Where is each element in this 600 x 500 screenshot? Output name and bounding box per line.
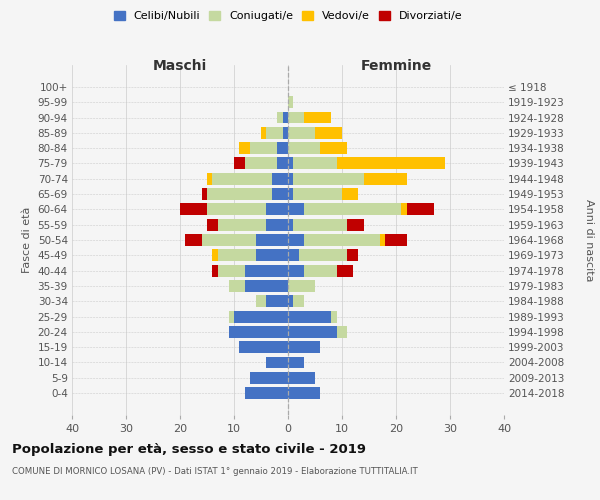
- Bar: [385, 234, 407, 246]
- Bar: [337, 326, 347, 338]
- Text: Maschi: Maschi: [153, 59, 207, 73]
- Bar: [202, 234, 256, 246]
- Bar: [256, 234, 288, 246]
- Bar: [229, 280, 245, 292]
- Bar: [283, 127, 288, 139]
- Bar: [266, 204, 288, 216]
- Bar: [331, 310, 337, 322]
- Bar: [266, 296, 288, 307]
- Bar: [288, 112, 304, 124]
- Bar: [320, 142, 347, 154]
- Bar: [234, 158, 245, 170]
- Bar: [207, 218, 218, 230]
- Bar: [288, 142, 320, 154]
- Bar: [299, 250, 347, 262]
- Bar: [229, 310, 234, 322]
- Bar: [288, 280, 315, 292]
- Bar: [401, 204, 407, 216]
- Bar: [315, 127, 342, 139]
- Bar: [304, 204, 401, 216]
- Bar: [293, 158, 337, 170]
- Bar: [347, 218, 364, 230]
- Bar: [288, 158, 293, 170]
- Bar: [304, 112, 331, 124]
- Bar: [212, 250, 218, 262]
- Bar: [261, 127, 266, 139]
- Text: COMUNE DI MORNICO LOSANA (PV) - Dati ISTAT 1° gennaio 2019 - Elaborazione TUTTIT: COMUNE DI MORNICO LOSANA (PV) - Dati IST…: [12, 468, 418, 476]
- Bar: [364, 173, 407, 184]
- Legend: Celibi/Nubili, Coniugati/e, Vedovi/e, Divorziati/e: Celibi/Nubili, Coniugati/e, Vedovi/e, Di…: [113, 10, 463, 21]
- Bar: [283, 112, 288, 124]
- Bar: [272, 173, 288, 184]
- Bar: [245, 387, 288, 399]
- Bar: [288, 296, 293, 307]
- Bar: [288, 173, 293, 184]
- Bar: [272, 188, 288, 200]
- Bar: [250, 142, 277, 154]
- Bar: [229, 326, 288, 338]
- Text: Femmine: Femmine: [361, 59, 431, 73]
- Bar: [288, 341, 320, 353]
- Bar: [304, 234, 380, 246]
- Bar: [288, 96, 293, 108]
- Bar: [266, 356, 288, 368]
- Bar: [288, 372, 315, 384]
- Bar: [288, 387, 320, 399]
- Bar: [288, 234, 304, 246]
- Bar: [245, 264, 288, 276]
- Bar: [293, 218, 347, 230]
- Bar: [202, 188, 207, 200]
- Bar: [256, 250, 288, 262]
- Bar: [266, 127, 283, 139]
- Bar: [245, 280, 288, 292]
- Bar: [212, 264, 218, 276]
- Bar: [293, 173, 364, 184]
- Bar: [277, 112, 283, 124]
- Bar: [342, 188, 358, 200]
- Bar: [277, 158, 288, 170]
- Bar: [250, 372, 288, 384]
- Bar: [288, 204, 304, 216]
- Bar: [256, 296, 266, 307]
- Bar: [288, 218, 293, 230]
- Bar: [288, 356, 304, 368]
- Bar: [218, 264, 245, 276]
- Text: Popolazione per età, sesso e stato civile - 2019: Popolazione per età, sesso e stato civil…: [12, 442, 366, 456]
- Bar: [288, 264, 304, 276]
- Bar: [207, 173, 212, 184]
- Bar: [347, 250, 358, 262]
- Bar: [288, 250, 299, 262]
- Bar: [218, 218, 266, 230]
- Bar: [304, 264, 337, 276]
- Bar: [234, 310, 288, 322]
- Bar: [288, 127, 315, 139]
- Bar: [207, 188, 272, 200]
- Bar: [239, 142, 250, 154]
- Bar: [239, 341, 288, 353]
- Bar: [293, 296, 304, 307]
- Y-axis label: Anni di nascita: Anni di nascita: [584, 198, 595, 281]
- Bar: [212, 173, 272, 184]
- Bar: [288, 326, 337, 338]
- Bar: [218, 250, 256, 262]
- Bar: [266, 218, 288, 230]
- Bar: [407, 204, 434, 216]
- Y-axis label: Fasce di età: Fasce di età: [22, 207, 32, 273]
- Bar: [288, 188, 293, 200]
- Bar: [380, 234, 385, 246]
- Bar: [337, 158, 445, 170]
- Bar: [245, 158, 277, 170]
- Bar: [185, 234, 202, 246]
- Bar: [337, 264, 353, 276]
- Bar: [207, 204, 266, 216]
- Bar: [277, 142, 288, 154]
- Bar: [288, 310, 331, 322]
- Bar: [180, 204, 207, 216]
- Bar: [293, 188, 342, 200]
